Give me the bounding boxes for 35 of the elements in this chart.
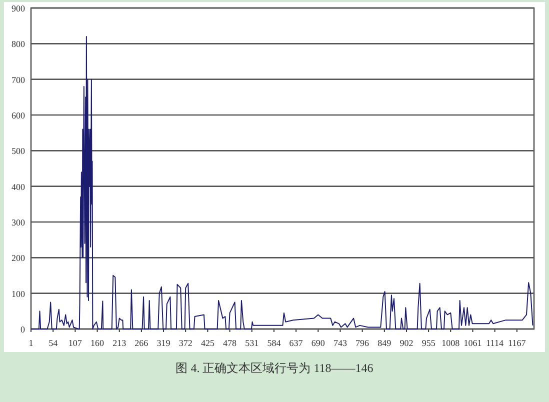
x-tick-label: 584	[267, 338, 282, 348]
y-tick-label: 600	[12, 110, 26, 120]
x-tick-label: 213	[112, 338, 127, 348]
x-tick-label: 1167	[508, 338, 526, 348]
y-tick-label: 200	[12, 253, 26, 264]
x-tick-label: 1	[28, 338, 34, 348]
x-tick-label: 849	[378, 338, 392, 348]
x-tick-label: 1061	[464, 338, 482, 348]
x-tick-label: 372	[178, 338, 192, 348]
line-series	[30, 36, 534, 330]
x-tick-label: 1008	[442, 338, 460, 348]
y-tick-label: 500	[12, 146, 26, 156]
x-tick-label: 637	[289, 338, 304, 348]
x-tick-label: 425	[200, 338, 215, 348]
y-tick-label: 100	[12, 288, 26, 299]
x-tick-label: 690	[311, 338, 326, 348]
x-tick-label: 1114	[486, 338, 504, 348]
y-tick-label: 0	[20, 324, 26, 334]
y-tick-label: 900	[12, 4, 26, 14]
y-tick-label: 300	[12, 218, 26, 228]
y-tick-label: 400	[12, 182, 26, 192]
x-tick-label: 478	[223, 338, 238, 348]
x-tick-label: 160	[90, 338, 105, 348]
x-tick-label: 319	[156, 338, 171, 348]
x-tick-label: 531	[245, 338, 259, 348]
x-tick-label: 796	[356, 338, 370, 348]
x-tick-label: 902	[400, 338, 414, 348]
x-tick-label: 54	[48, 338, 58, 348]
x-tick-label: 743	[333, 338, 348, 348]
x-tick-label: 955	[422, 338, 436, 348]
y-tick-label: 700	[12, 74, 26, 85]
y-tick-label: 800	[12, 39, 26, 50]
x-tick-label: 107	[68, 338, 82, 348]
x-tick-label: 266	[134, 338, 149, 348]
caption: 图 4. 正确文本区域行号为 118——146	[176, 361, 374, 375]
